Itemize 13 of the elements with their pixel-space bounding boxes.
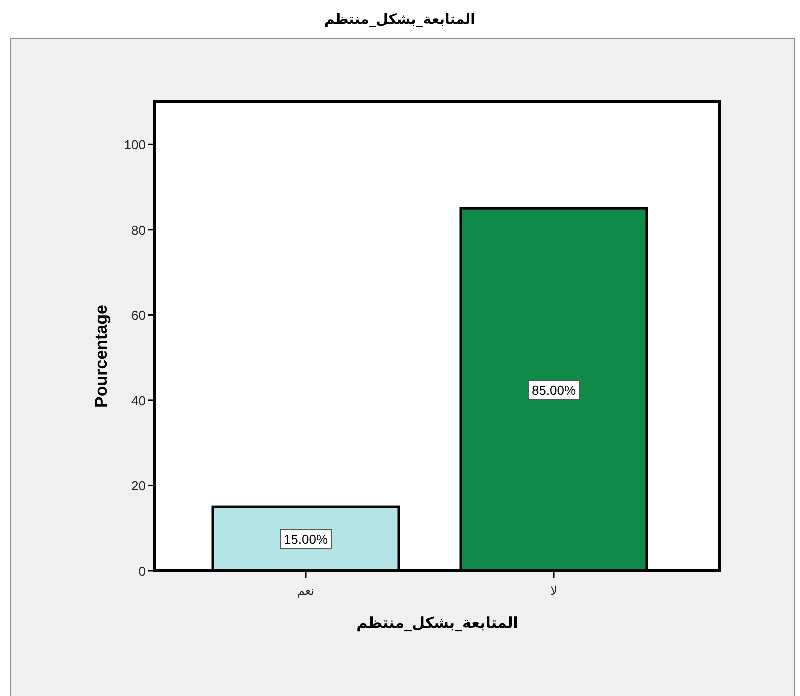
chart-title: المتابعة_بشكل_منتظم [324, 12, 476, 28]
y-tick-label: 100 [124, 138, 146, 153]
y-axis-title: Pourcentage [92, 305, 111, 408]
x-tick-label: نعم [297, 584, 315, 598]
data-label: 15.00% [284, 532, 328, 548]
x-tick-label: لا [550, 584, 558, 598]
y-tick-label: 60 [132, 308, 146, 324]
y-tick-label: 40 [132, 393, 146, 408]
y-tick-label: 80 [132, 222, 146, 238]
y-tick-label: 20 [132, 478, 146, 494]
data-label: 85.00% [532, 382, 576, 398]
x-axis-title: المتابعة_بشكل_منتظم [356, 614, 518, 632]
y-tick-label: 0 [138, 564, 146, 579]
